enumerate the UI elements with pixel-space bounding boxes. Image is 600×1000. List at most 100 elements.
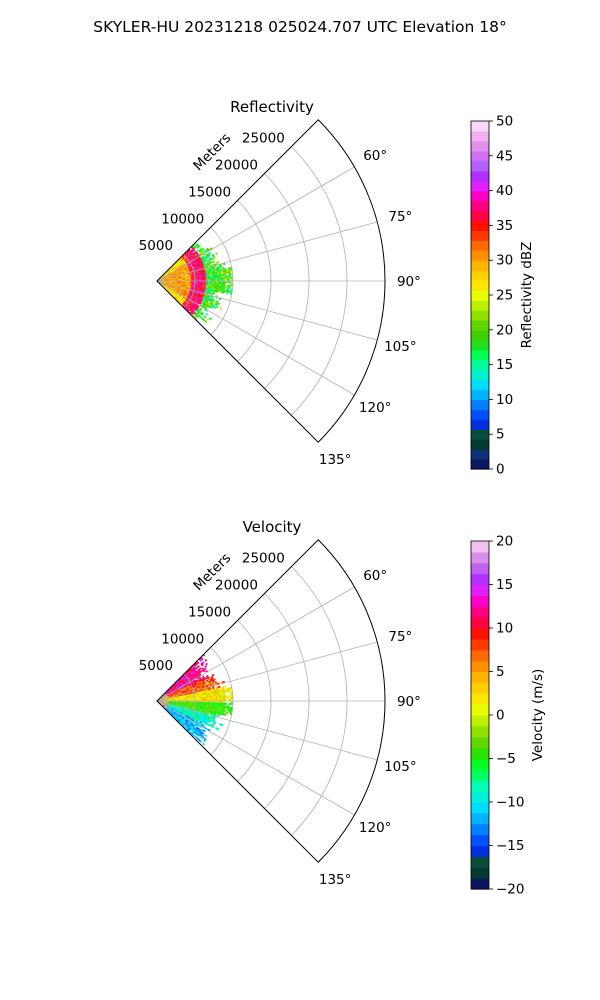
data-cell bbox=[211, 696, 215, 699]
data-cell bbox=[215, 277, 218, 280]
colorbar-segment bbox=[471, 250, 489, 261]
data-cell bbox=[225, 275, 228, 278]
data-cell bbox=[206, 698, 209, 700]
data-cell bbox=[222, 291, 225, 294]
data-cell bbox=[228, 696, 232, 700]
data-cell bbox=[228, 276, 232, 280]
colorbar-segment bbox=[471, 290, 489, 301]
colorbar-segment bbox=[471, 856, 489, 868]
data-cell bbox=[202, 698, 205, 700]
angle-tick-label: 105° bbox=[384, 759, 417, 775]
data-cell bbox=[228, 284, 232, 287]
colorbar-segment bbox=[471, 230, 489, 241]
data-cell bbox=[217, 282, 220, 285]
data-cell bbox=[217, 685, 221, 689]
angle-tick-label: 90° bbox=[397, 274, 421, 290]
data-cell bbox=[212, 260, 216, 263]
radial-tick-label: 10000 bbox=[161, 631, 204, 647]
colorbar-segment bbox=[471, 562, 489, 575]
colorbar-tick-label: 50 bbox=[496, 114, 513, 130]
colorbar-segment bbox=[471, 459, 489, 470]
colorbar-segment bbox=[471, 319, 489, 331]
radial-tick-label: 15000 bbox=[188, 184, 231, 200]
data-cell bbox=[217, 302, 220, 306]
colorbar-segment bbox=[471, 140, 489, 152]
colorbar-tick-label: −5 bbox=[496, 751, 516, 767]
data-cell bbox=[228, 275, 232, 278]
data-cell bbox=[228, 286, 232, 289]
colorbar-segment bbox=[471, 150, 489, 162]
colorbar-segment bbox=[471, 551, 489, 564]
reflectivity-colorbar: 0 5 10 15 20 25 30 35 40 45 50 Reflectivity dBZ bbox=[470, 114, 535, 478]
data-cell bbox=[213, 306, 217, 310]
data-cell bbox=[215, 276, 218, 279]
data-cell bbox=[219, 265, 223, 268]
colorbar-segment bbox=[471, 130, 489, 142]
colorbar-segment bbox=[471, 725, 489, 738]
data-cell bbox=[213, 696, 216, 699]
data-cell bbox=[204, 734, 208, 737]
data-cell bbox=[223, 277, 226, 280]
angle-tick-label: 60° bbox=[363, 148, 387, 164]
data-cell bbox=[221, 273, 224, 277]
colorbar-segment bbox=[471, 339, 489, 351]
colorbar-segment bbox=[471, 878, 489, 890]
angle-tick-label: 75° bbox=[388, 629, 412, 645]
colorbar-tick-label: 15 bbox=[496, 357, 513, 373]
radial-tick-label: 15000 bbox=[188, 604, 231, 620]
data-cell bbox=[224, 706, 228, 709]
colorbar-tick-label: 15 bbox=[496, 577, 513, 593]
data-cell bbox=[221, 695, 224, 698]
data-cell bbox=[221, 277, 224, 280]
colorbar-segment bbox=[471, 573, 489, 586]
colorbar-segment bbox=[471, 240, 489, 251]
data-cell bbox=[217, 275, 220, 278]
colorbar-segment bbox=[471, 812, 489, 825]
colorbar-segment bbox=[471, 736, 489, 749]
velocity-title: Velocity bbox=[243, 518, 302, 536]
colorbar-segment bbox=[471, 419, 489, 430]
colorbar-segment bbox=[471, 617, 489, 629]
data-cell bbox=[206, 317, 210, 321]
data-cell bbox=[202, 742, 206, 746]
colorbar-segment bbox=[471, 121, 489, 132]
colorbar-segment bbox=[471, 449, 489, 460]
data-cell bbox=[209, 306, 213, 309]
data-cell bbox=[221, 693, 224, 697]
colorbar-segment bbox=[471, 190, 489, 202]
data-cell bbox=[219, 275, 222, 278]
angle-spoke bbox=[156, 700, 355, 816]
colorbar-segment bbox=[471, 389, 489, 400]
data-cell bbox=[202, 278, 205, 280]
data-cell bbox=[211, 277, 215, 280]
colorbar-segment bbox=[471, 180, 489, 192]
data-cell bbox=[201, 247, 205, 250]
colorbar-tick-label: 20 bbox=[496, 322, 513, 338]
colorbar-tick-label: 35 bbox=[496, 218, 513, 234]
data-cell bbox=[224, 709, 227, 713]
data-cell bbox=[209, 277, 213, 280]
colorbar-segment bbox=[471, 649, 489, 662]
colorbar-segment bbox=[471, 541, 489, 553]
colorbar-segment bbox=[471, 715, 489, 727]
angle-tick-label: 135° bbox=[319, 872, 352, 888]
colorbar-tick-label: 5 bbox=[496, 664, 505, 680]
data-cell bbox=[217, 277, 220, 280]
data-cell bbox=[224, 286, 228, 289]
data-cell bbox=[219, 282, 222, 285]
colorbar-segment bbox=[471, 791, 489, 803]
data-cell bbox=[195, 249, 199, 253]
data-cell bbox=[220, 723, 224, 727]
colorbar-label: Reflectivity dBZ bbox=[519, 242, 535, 349]
angle-tick-label: 105° bbox=[384, 339, 417, 355]
colorbar-tick-label: 10 bbox=[496, 621, 513, 637]
data-cell bbox=[228, 695, 232, 698]
colorbar-segment bbox=[471, 329, 489, 341]
data-cell bbox=[198, 243, 202, 247]
colorbar-segment bbox=[471, 867, 489, 879]
colorbar-tick-label: −10 bbox=[496, 795, 525, 811]
colorbar-segment bbox=[471, 758, 489, 770]
angle-tick-labels: 60° 75° 90° 105° 120° 135° bbox=[319, 148, 421, 468]
